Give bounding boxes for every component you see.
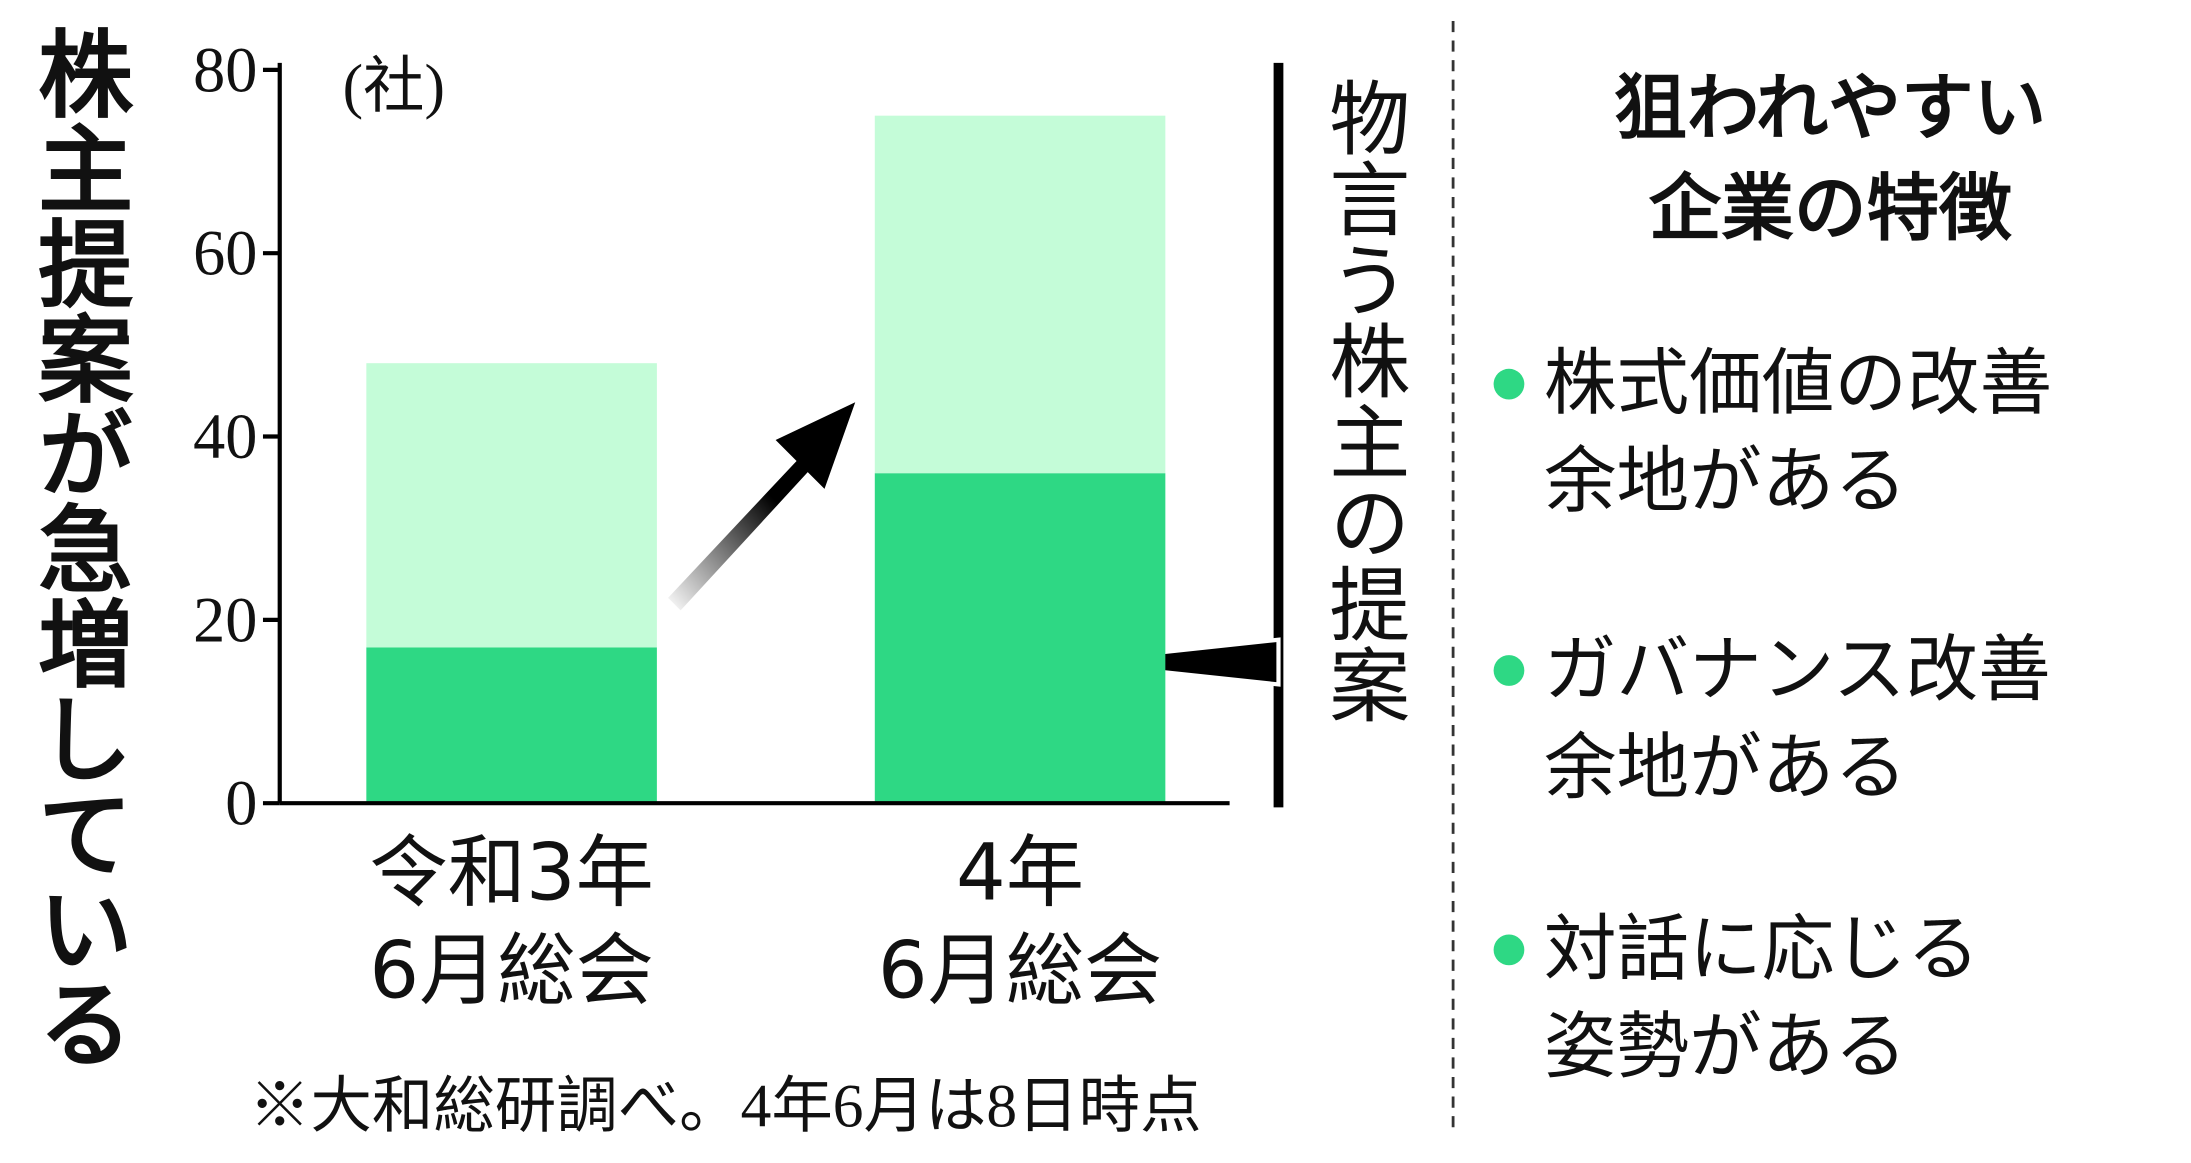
panel-item: 余地がある: [1544, 726, 1907, 810]
bar-segment: [366, 647, 657, 804]
y-tick-label: 20: [193, 584, 257, 655]
chart-title: 株主提案が急増している: [22, 25, 132, 1070]
legend-label: 物言う株主の提案: [1315, 77, 1409, 725]
note: ※大和総研調べ。4年6月は8日時点: [249, 1072, 1202, 1140]
panel-item: 対話に応じる: [1544, 908, 1980, 992]
legend-pointer: [1068, 637, 1281, 687]
y-tick-label: 80: [193, 34, 257, 105]
x-tick-label: 4年: [956, 828, 1084, 919]
panel-item: ガバナンス改善: [1544, 628, 2051, 712]
panel-item: 株式価値の改善: [1544, 342, 2052, 426]
panel-title: 企業の特徴: [1649, 168, 2012, 252]
bar-segment: [874, 115, 1166, 474]
panel-item: 姿勢がある: [1544, 1006, 1907, 1090]
y-tick-label: 40: [193, 401, 257, 472]
y-tick-label: 0: [225, 768, 257, 839]
bar-segment: [366, 363, 657, 648]
x-tick-label: 6月総会: [369, 925, 653, 1016]
bullet: [1493, 368, 1525, 400]
bullet: [1493, 934, 1525, 966]
x-tick-label: 6月総会: [878, 925, 1162, 1016]
panel-item: 余地がある: [1544, 440, 1907, 524]
bar-segment: [874, 473, 1166, 804]
bullet: [1493, 655, 1525, 686]
y-unit: (社): [343, 53, 445, 121]
x-tick-label: 令和3年: [369, 828, 653, 919]
trend-arrow: [668, 402, 856, 611]
panel-title: 狙われやすい: [1614, 67, 2046, 151]
y-tick-label: 60: [193, 218, 257, 289]
